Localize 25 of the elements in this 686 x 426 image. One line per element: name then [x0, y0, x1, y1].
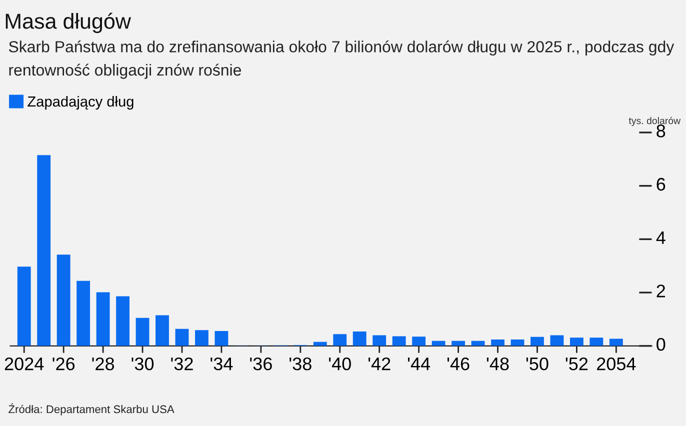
- x-tick-label: '34: [210, 358, 233, 370]
- legend-label: Zapadający dług: [28, 96, 134, 110]
- chart-title: Masa długów: [6, 12, 132, 34]
- y-tick-label: 0: [656, 338, 666, 351]
- y-tick-label: 6: [656, 178, 666, 191]
- x-tick-label: '36: [250, 358, 272, 370]
- text: Źródła: Departament Skarbu USA: [8, 403, 174, 416]
- x-tick-label: '28: [92, 358, 114, 370]
- y-tick-label: 2: [656, 284, 665, 298]
- x-tick-label: '38: [290, 358, 312, 370]
- x-tick-label: '48: [486, 358, 509, 370]
- x-tick-label: '40: [329, 358, 351, 370]
- x-tick-label: '42: [368, 358, 390, 370]
- x-tick-label: '44: [408, 358, 430, 370]
- x-tick-label: '52: [566, 358, 588, 370]
- x-tick-label: '46: [447, 358, 470, 370]
- x-tick-label: '30: [132, 358, 154, 370]
- x-tick-label: 2054: [597, 358, 636, 370]
- x-tick-label: 2024: [4, 358, 44, 370]
- x-tick-label: '50: [526, 358, 548, 370]
- x-tick-label: '32: [171, 358, 193, 370]
- y-tick-label: 8: [656, 124, 666, 138]
- y-tick-label: 4: [656, 231, 666, 244]
- x-tick-label: '26: [52, 358, 75, 370]
- chart-subtitle: Skarb Państwa ma do zrefinansowania około 7 bilionów dolarów długu w 2025 r., podczas gdy rentowność obligacji znów rośnie: [8, 40, 674, 79]
